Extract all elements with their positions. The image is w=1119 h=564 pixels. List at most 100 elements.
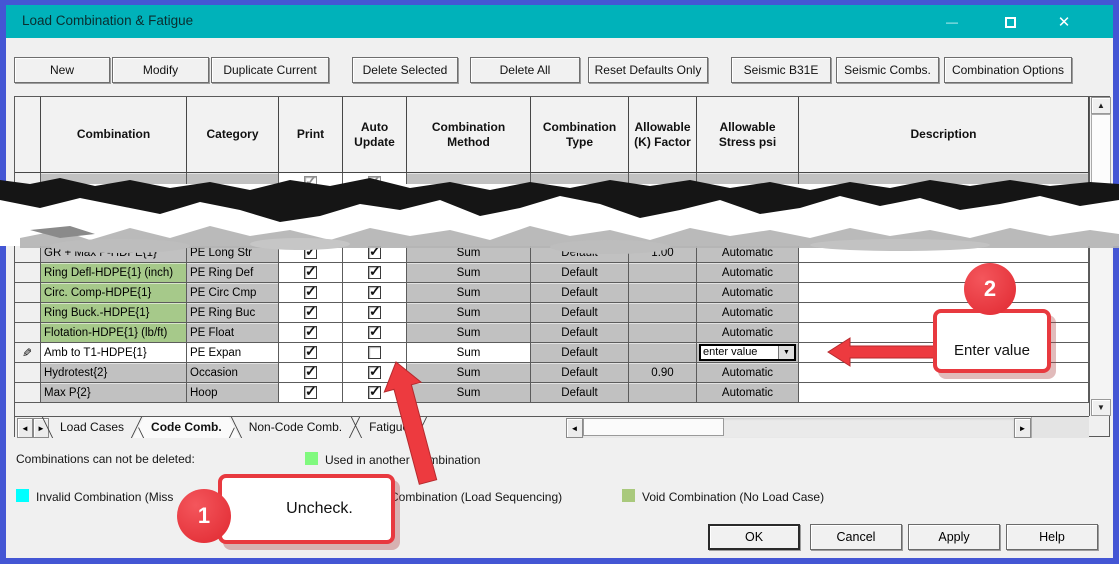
maximize-button[interactable]	[999, 11, 1021, 33]
category-cell[interactable]: Hoop	[187, 383, 279, 403]
close-button[interactable]: ✕	[1053, 11, 1075, 33]
stress-cell[interactable]: Automatic	[697, 263, 799, 283]
scroll-up-button[interactable]: ▲	[1091, 97, 1111, 114]
scroll-left-button[interactable]: ◄	[566, 418, 583, 438]
reset-defaults-button[interactable]: Reset Defaults Only	[588, 57, 708, 83]
type-cell[interactable]: Default	[531, 323, 629, 343]
stress-cell[interactable]	[697, 173, 799, 193]
method-cell[interactable]: Sum	[407, 343, 531, 363]
combination-cell[interactable]: Amb to T1-HDPE{1}	[41, 343, 187, 363]
auto-update-checkbox[interactable]	[368, 323, 381, 340]
stress-cell[interactable]: Automatic	[697, 383, 799, 403]
print-checkbox[interactable]	[304, 323, 317, 340]
description-cell[interactable]	[799, 383, 1089, 403]
auto-update-cell[interactable]	[343, 243, 407, 263]
stress-cell[interactable]: Automatic	[697, 363, 799, 383]
print-cell[interactable]	[279, 323, 343, 343]
auto-update-cell[interactable]	[343, 343, 407, 363]
k-factor-cell[interactable]	[629, 323, 697, 343]
print-cell[interactable]	[279, 363, 343, 383]
auto-update-cell[interactable]	[343, 173, 407, 193]
header-category[interactable]: Category	[187, 97, 279, 173]
scroll-down-button[interactable]: ▼	[1091, 399, 1111, 416]
combination-cell[interactable]: Ring Defl-HDPE{1} (inch)	[41, 263, 187, 283]
combination-cell[interactable]: GR + Max P-HDPE{1}	[41, 243, 187, 263]
header-allowable-stress[interactable]: Allowable Stress psi	[697, 97, 799, 173]
new-button[interactable]: New	[14, 57, 110, 83]
auto-update-checkbox[interactable]	[368, 363, 381, 380]
row-selector[interactable]	[15, 173, 41, 193]
stress-cell[interactable]: Automatic	[697, 303, 799, 323]
method-cell[interactable]: Sum	[407, 283, 531, 303]
print-cell[interactable]	[279, 303, 343, 323]
horizontal-scrollbar[interactable]	[583, 418, 1014, 438]
seismic-combs-button[interactable]: Seismic Combs.	[836, 57, 939, 83]
row-selector[interactable]	[15, 243, 41, 263]
print-checkbox[interactable]	[304, 363, 317, 380]
auto-update-checkbox[interactable]	[368, 283, 381, 300]
row-selector[interactable]	[15, 303, 41, 323]
k-factor-cell[interactable]	[629, 343, 697, 363]
print-cell[interactable]	[279, 343, 343, 363]
stress-cell[interactable]: Automatic	[697, 243, 799, 263]
stress-cell[interactable]: Automatic	[697, 283, 799, 303]
combination-cell[interactable]: Max P{2}	[41, 383, 187, 403]
type-cell[interactable]	[531, 173, 629, 193]
method-cell[interactable]: Sum	[407, 303, 531, 323]
print-cell[interactable]	[279, 383, 343, 403]
header-combination[interactable]: Combination	[41, 97, 187, 173]
vertical-scrollbar[interactable]: ▲ ▼	[1089, 97, 1111, 416]
category-cell[interactable]: PE Circ Cmp	[187, 283, 279, 303]
combination-cell[interactable]: Flotation-HDPE{1} (lb/ft)	[41, 323, 187, 343]
description-cell[interactable]	[799, 173, 1089, 193]
row-selector[interactable]	[15, 263, 41, 283]
category-cell[interactable]: PE Expan	[187, 343, 279, 363]
auto-update-checkbox[interactable]	[368, 383, 381, 400]
type-cell[interactable]: Default	[531, 383, 629, 403]
scroll-right-button[interactable]: ►	[1014, 418, 1031, 438]
horizontal-scrollbar-thumb[interactable]	[583, 418, 724, 436]
modify-button[interactable]: Modify	[112, 57, 209, 83]
type-cell[interactable]: Default	[531, 303, 629, 323]
description-cell[interactable]	[799, 283, 1089, 303]
combination-cell[interactable]: Circ. Comp-HDPE{1}	[41, 283, 187, 303]
description-cell[interactable]	[799, 243, 1089, 263]
description-cell[interactable]	[799, 263, 1089, 283]
apply-button[interactable]: Apply	[908, 524, 1000, 550]
auto-update-cell[interactable]	[343, 383, 407, 403]
combobox-value[interactable]: enter value	[703, 346, 758, 358]
header-auto-update[interactable]: Auto Update	[343, 97, 407, 173]
method-cell[interactable]: Sum	[407, 323, 531, 343]
allowable-stress-combobox[interactable]: enter value ▼	[699, 344, 796, 361]
category-cell[interactable]	[187, 173, 279, 193]
print-checkbox[interactable]	[304, 283, 317, 300]
seismic-b31e-button[interactable]: Seismic B31E	[731, 57, 831, 83]
delete-all-button[interactable]: Delete All	[470, 57, 580, 83]
vertical-scrollbar-thumb[interactable]	[1091, 114, 1111, 194]
tab-non-code-comb[interactable]: Non-Code Comb.	[231, 417, 360, 438]
method-cell[interactable]: Sum	[407, 263, 531, 283]
stress-cell[interactable]: Automatic	[697, 323, 799, 343]
minimize-button[interactable]: —	[941, 11, 963, 33]
k-factor-cell[interactable]: 0.90	[629, 363, 697, 383]
combination-cell[interactable]	[41, 173, 187, 193]
duplicate-current-button[interactable]: Duplicate Current	[211, 57, 329, 83]
category-cell[interactable]: Occasion	[187, 363, 279, 383]
type-cell[interactable]: Default	[531, 283, 629, 303]
combination-cell[interactable]: Ring Buck.-HDPE{1}	[41, 303, 187, 323]
print-checkbox[interactable]	[304, 383, 317, 400]
type-cell[interactable]: Default	[531, 363, 629, 383]
type-cell[interactable]: Default	[531, 263, 629, 283]
header-allowable-k-factor[interactable]: Allowable (K) Factor	[629, 97, 697, 173]
row-selector-active[interactable]: ✎	[15, 343, 41, 363]
print-checkbox[interactable]	[304, 263, 317, 280]
auto-update-checkbox[interactable]	[368, 173, 381, 190]
print-checkbox[interactable]	[304, 343, 317, 360]
help-button[interactable]: Help	[1006, 524, 1098, 550]
k-factor-cell[interactable]	[629, 263, 697, 283]
row-selector[interactable]	[15, 283, 41, 303]
cancel-button[interactable]: Cancel	[810, 524, 902, 550]
print-checkbox[interactable]	[304, 173, 317, 190]
combobox-dropdown-button[interactable]: ▼	[778, 346, 794, 359]
tab-load-cases[interactable]: Load Cases	[42, 417, 142, 438]
